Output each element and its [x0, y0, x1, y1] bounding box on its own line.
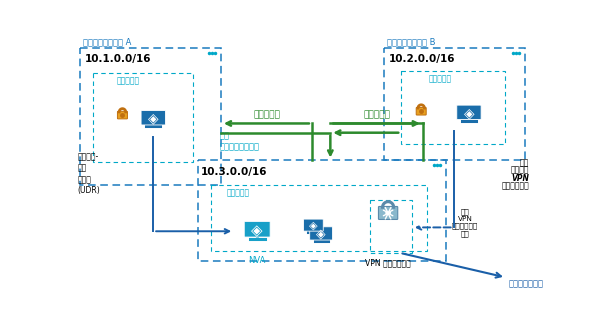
Bar	[198, 161, 446, 261]
Text: VPN: VPN	[511, 173, 529, 182]
Text: ◈: ◈	[251, 223, 263, 238]
FancyBboxPatch shape	[141, 110, 166, 125]
FancyBboxPatch shape	[117, 111, 127, 119]
Text: サブネット: サブネット	[428, 74, 451, 83]
FancyBboxPatch shape	[310, 227, 332, 240]
Text: ゲートウェイ: ゲートウェイ	[501, 181, 529, 190]
FancyBboxPatch shape	[304, 219, 324, 231]
Text: 10.1.0.0/16: 10.1.0.0/16	[85, 54, 151, 64]
Text: ピアリング: ピアリング	[254, 110, 280, 119]
FancyBboxPatch shape	[379, 206, 398, 219]
Text: 仮想ネットワーク A: 仮想ネットワーク A	[83, 37, 132, 47]
Text: オンプレミスへ: オンプレミスへ	[509, 279, 544, 288]
FancyBboxPatch shape	[457, 105, 481, 120]
Bar	[385, 48, 525, 160]
Bar	[80, 48, 221, 185]
Bar	[401, 71, 505, 144]
Bar	[370, 201, 412, 253]
Text: 10.2.0.0/16: 10.2.0.0/16	[389, 54, 455, 64]
Text: ピアリング: ピアリング	[363, 110, 390, 119]
Text: サブネット: サブネット	[116, 77, 139, 86]
Text: 用途: 用途	[520, 158, 529, 167]
Text: 許可
VPN
ゲートウェイ
転送: 許可 VPN ゲートウェイ 転送	[452, 208, 478, 237]
Bar	[93, 73, 193, 162]
Text: 10.3.0.0/16: 10.3.0.0/16	[201, 167, 267, 177]
Text: ◈: ◈	[309, 221, 318, 231]
Text: ハブ
仮想ネットワーク: ハブ 仮想ネットワーク	[219, 131, 260, 151]
Text: サブネット: サブネット	[227, 188, 249, 197]
FancyBboxPatch shape	[244, 221, 270, 237]
Text: ユーザー-
定義
ルート
(UDR): ユーザー- 定義 ルート (UDR)	[78, 153, 100, 195]
Bar	[211, 185, 426, 251]
Text: ◈: ◈	[148, 112, 158, 126]
Text: VPN ゲートウェイ: VPN ゲートウェイ	[365, 258, 411, 267]
Text: NVA: NVA	[249, 256, 266, 265]
Text: 仮想ネットワーク B: 仮想ネットワーク B	[388, 37, 436, 47]
FancyBboxPatch shape	[416, 108, 426, 115]
Text: ◈: ◈	[316, 228, 326, 241]
Text: ◈: ◈	[463, 106, 474, 120]
Text: リモート: リモート	[511, 166, 529, 175]
